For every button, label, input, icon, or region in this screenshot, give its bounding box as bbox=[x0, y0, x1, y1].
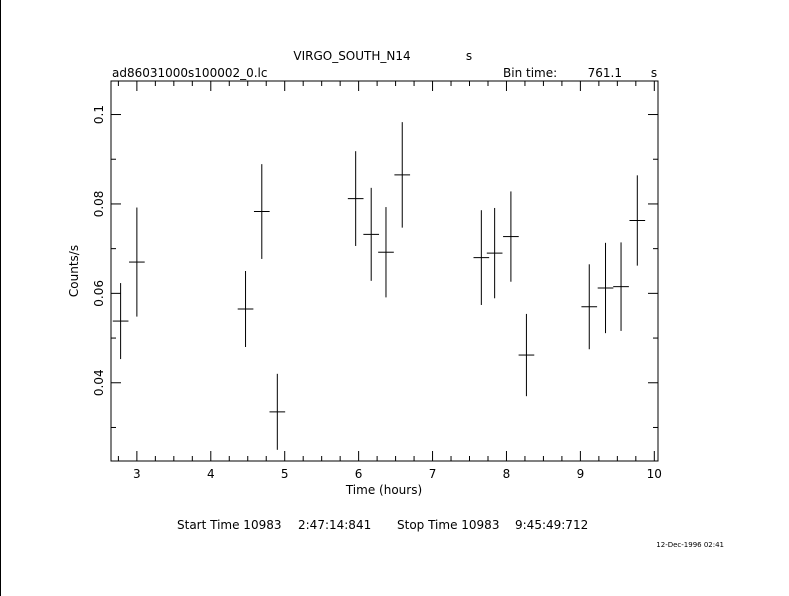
x-tick-label: 5 bbox=[281, 467, 289, 481]
stop-time-label: Stop Time 10983 bbox=[397, 518, 499, 532]
data-point bbox=[394, 122, 411, 228]
chart-title: VIRGO_SOUTH_N14 bbox=[293, 49, 410, 63]
data-point bbox=[129, 207, 145, 317]
bin-time-unit: s bbox=[651, 66, 657, 80]
y-tick-label: 0.1 bbox=[92, 105, 106, 124]
chart-title-unit: s bbox=[466, 49, 472, 63]
data-point bbox=[237, 271, 254, 347]
data-point bbox=[363, 187, 380, 281]
data-point bbox=[503, 191, 519, 282]
data-point bbox=[518, 313, 535, 397]
timestamp-stamp: 12-Dec-1996 02:41 bbox=[656, 541, 724, 549]
start-time-value: 2:47:14:841 bbox=[298, 518, 371, 532]
x-tick-label: 8 bbox=[503, 467, 511, 481]
x-tick-label: 3 bbox=[133, 467, 141, 481]
x-tick-label: 10 bbox=[647, 467, 662, 481]
y-tick-label: 0.06 bbox=[92, 280, 106, 307]
bin-time-value: 761.1 bbox=[588, 66, 622, 80]
y-axis-label: Counts/s bbox=[67, 245, 81, 297]
data-point bbox=[613, 242, 629, 331]
chart-subtitle-filename: ad86031000s100002_0.lc bbox=[112, 66, 268, 80]
data-points bbox=[112, 122, 646, 450]
stop-time-value: 9:45:49:712 bbox=[515, 518, 588, 532]
bin-time-label: Bin time: bbox=[503, 66, 557, 80]
y-tick-label: 0.04 bbox=[92, 369, 106, 396]
data-point bbox=[629, 175, 646, 266]
data-point bbox=[597, 242, 614, 334]
data-point bbox=[378, 207, 394, 298]
data-point bbox=[473, 210, 490, 305]
x-axis-label: Time (hours) bbox=[345, 483, 422, 497]
start-time-label: Start Time 10983 bbox=[177, 518, 281, 532]
x-tick-label: 6 bbox=[355, 467, 363, 481]
data-point bbox=[486, 207, 503, 299]
data-point bbox=[269, 373, 286, 450]
y-tick-label: 0.08 bbox=[92, 191, 106, 218]
x-tick-label: 7 bbox=[429, 467, 437, 481]
x-tick-label: 4 bbox=[207, 467, 215, 481]
data-point bbox=[347, 151, 364, 246]
axis-ticks: 3 4 5 6 7 8 9 10 0.04 0.06 0.08 0.1 bbox=[92, 81, 662, 481]
page-left-border bbox=[0, 0, 1, 596]
data-point bbox=[112, 283, 129, 360]
data-point bbox=[253, 164, 270, 259]
x-tick-label: 9 bbox=[577, 467, 585, 481]
plot-frame bbox=[110, 80, 659, 462]
data-point bbox=[581, 264, 598, 350]
